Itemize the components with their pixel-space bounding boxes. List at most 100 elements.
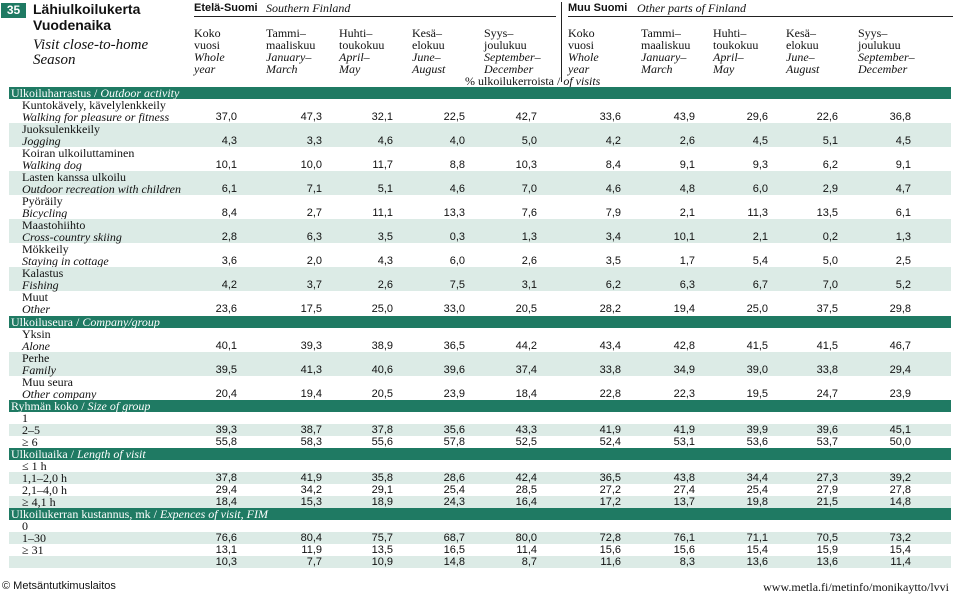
period-en2: August: [786, 62, 820, 76]
table-cell: 2,8: [221, 231, 237, 243]
row-label: ≥ 4,1 h: [22, 495, 56, 509]
table-cell: 53,7: [816, 436, 838, 448]
period-en2: year: [194, 62, 216, 76]
table-cell: 55,8: [215, 436, 237, 448]
row-label-en: Fishing: [22, 278, 59, 292]
section-title-en: Length of visit: [77, 447, 146, 461]
period-header: Syys– joulukuu September– December: [484, 27, 541, 75]
section-title-fi: Ulkoiluharrastus: [11, 86, 91, 100]
period-en1: September–: [858, 50, 915, 64]
table-cell: 33,0: [443, 303, 465, 315]
table-cell: 50,0: [889, 436, 911, 448]
table-cell: 3,4: [605, 231, 621, 243]
period-header: Huhti– toukokuu April– May: [713, 27, 758, 75]
table-cell: 18,9: [371, 496, 393, 508]
table-cell: 6,3: [306, 231, 322, 243]
row-label: ≥ 31: [22, 543, 44, 557]
row-label: 1: [22, 411, 28, 425]
table-cell: 1,3: [521, 231, 537, 243]
table-cell: 8,7: [521, 556, 537, 568]
table-cell: 43,4: [599, 340, 621, 352]
table-cell: 7,5: [449, 279, 465, 291]
table-cell: 27,9: [816, 484, 838, 496]
table-cell: 14,8: [443, 556, 465, 568]
table-cell: 39,2: [889, 472, 911, 484]
row-label-fi: Perhe: [22, 351, 50, 365]
table-cell: 41,9: [673, 424, 695, 436]
table-cell: 5,4: [752, 255, 768, 267]
period-en2: May: [713, 62, 735, 76]
table-cell: 58,3: [300, 436, 322, 448]
table-cell: 20,5: [371, 388, 393, 400]
table-cell: 10,9: [371, 556, 393, 568]
region-south-en: Southern Finland: [266, 1, 351, 15]
table-cell: 10,1: [215, 159, 237, 171]
table-cell: 3,1: [521, 279, 537, 291]
row-label-en: Walking for pleasure or fitness: [22, 110, 170, 124]
table-cell: 25,0: [746, 303, 768, 315]
table-cell: 6,3: [679, 279, 695, 291]
table-cell: 4,0: [449, 135, 465, 147]
table-cell: 9,1: [895, 159, 911, 171]
table-cell: 37,8: [371, 424, 393, 436]
table-cell: 1,7: [679, 255, 695, 267]
table-cell: 34,4: [746, 472, 768, 484]
period-en1: Whole: [568, 50, 599, 64]
row-label-en: Other company: [22, 387, 97, 401]
table-cell: 10,1: [673, 231, 695, 243]
table-cell: 13,5: [371, 544, 393, 556]
row-label-en: Cross-country skiing: [22, 230, 122, 244]
table-cell: 15,6: [673, 544, 695, 556]
table-cell: 2,0: [306, 255, 322, 267]
table-cell: 36,5: [443, 340, 465, 352]
table-cell: 28,5: [515, 484, 537, 496]
period-fi1: Tammi–: [266, 26, 306, 40]
table-cell: 39,6: [816, 424, 838, 436]
title-finnish: Lähiulkoilukerta Vuodenaika: [33, 1, 140, 33]
table-cell: 14,8: [889, 496, 911, 508]
section-title-en: Size of group: [87, 399, 151, 413]
period-fi1: Syys–: [858, 26, 888, 40]
table-cell: 29,6: [746, 111, 768, 123]
table-cell: 19,5: [746, 388, 768, 400]
table-cell: 47,3: [300, 111, 322, 123]
period-header: Koko vuosi Whole year: [194, 27, 225, 75]
period-header: Tammi– maaliskuu January– March: [266, 27, 315, 75]
section-title-sep: /: [70, 447, 74, 461]
table-cell: 15,4: [746, 544, 768, 556]
table-cell: 3,7: [306, 279, 322, 291]
table-cell: 2,7: [306, 207, 322, 219]
table-cell: 57,8: [443, 436, 465, 448]
table-cell: 73,2: [889, 532, 911, 544]
row-label: ≥ 6: [22, 435, 38, 449]
period-en2: May: [339, 62, 361, 76]
table-cell: 53,1: [673, 436, 695, 448]
table-cell: 3,5: [377, 231, 393, 243]
table-cell: 24,3: [443, 496, 465, 508]
table-cell: 29,1: [371, 484, 393, 496]
table-cell: 4,2: [221, 279, 237, 291]
table-cell: 4,7: [895, 183, 911, 195]
table-cell: 42,4: [515, 472, 537, 484]
period-en1: September–: [484, 50, 541, 64]
table-cell: 6,0: [449, 255, 465, 267]
table-cell: 35,8: [371, 472, 393, 484]
section-title-fi: Ulkoiluaika: [11, 447, 68, 461]
period-fi1: Koko: [194, 26, 221, 40]
table-cell: 37,0: [215, 111, 237, 123]
table-cell: 41,9: [300, 472, 322, 484]
table-cell: 4,6: [377, 135, 393, 147]
table-cell: 13,1: [215, 544, 237, 556]
table-cell: 16,4: [515, 496, 537, 508]
period-fi2: joulukuu: [858, 38, 901, 52]
table-cell: 28,6: [443, 472, 465, 484]
period-en2: March: [641, 62, 673, 76]
row-band: [9, 171, 951, 195]
period-header: Kesä– elokuu June– August: [786, 27, 819, 75]
period-en1: January–: [266, 50, 312, 64]
period-en1: Whole: [194, 50, 225, 64]
table-cell: 7,9: [605, 207, 621, 219]
table-cell: 40,6: [371, 364, 393, 376]
table-cell: 13,3: [443, 207, 465, 219]
row-label-en: Walking dog: [22, 158, 82, 172]
